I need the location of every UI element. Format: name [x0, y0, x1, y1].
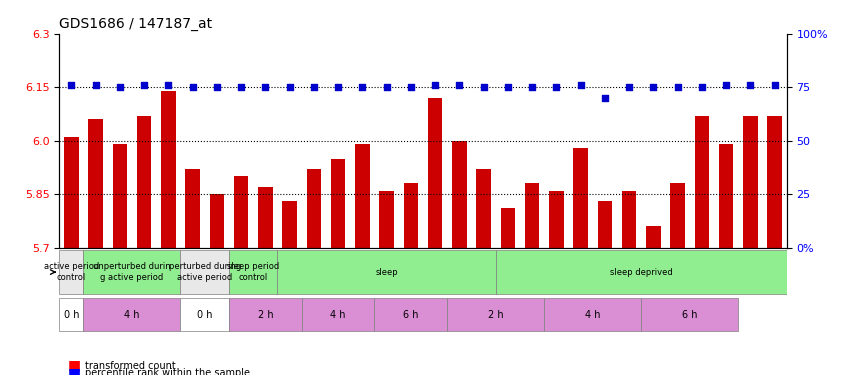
Bar	[597, 201, 613, 248]
Text: 6 h: 6 h	[404, 310, 419, 320]
Bar	[113, 144, 127, 248]
Point	[501, 84, 514, 90]
FancyBboxPatch shape	[229, 250, 277, 294]
Text: GDS1686 / 147187_at: GDS1686 / 147187_at	[59, 17, 212, 32]
Point	[332, 84, 345, 90]
Point	[768, 82, 782, 88]
Bar	[670, 183, 685, 248]
FancyBboxPatch shape	[544, 298, 641, 332]
FancyBboxPatch shape	[302, 298, 375, 332]
Point	[598, 95, 612, 101]
Point	[89, 82, 102, 88]
Point	[186, 84, 200, 90]
Point	[477, 84, 491, 90]
Point	[744, 82, 757, 88]
Point	[525, 84, 539, 90]
Text: ■: ■	[68, 366, 81, 375]
Text: 4 h: 4 h	[124, 310, 140, 320]
Point	[695, 84, 709, 90]
FancyBboxPatch shape	[448, 298, 544, 332]
Bar	[452, 141, 467, 248]
Bar	[719, 144, 733, 248]
Bar	[622, 190, 636, 248]
Point	[210, 84, 223, 90]
Text: 4 h: 4 h	[331, 310, 346, 320]
Bar	[185, 169, 200, 248]
FancyBboxPatch shape	[496, 250, 787, 294]
Bar	[283, 201, 297, 248]
Bar	[331, 159, 345, 248]
Bar	[743, 116, 758, 248]
Bar	[501, 209, 515, 248]
Bar	[258, 187, 272, 248]
FancyBboxPatch shape	[229, 298, 302, 332]
Bar	[161, 91, 176, 248]
Text: percentile rank within the sample: percentile rank within the sample	[85, 368, 250, 375]
Point	[64, 82, 78, 88]
FancyBboxPatch shape	[84, 298, 180, 332]
Text: 6 h: 6 h	[682, 310, 697, 320]
Text: perturbed during
active period: perturbed during active period	[168, 262, 241, 282]
Point	[404, 84, 418, 90]
Bar	[137, 116, 151, 248]
Bar	[64, 137, 79, 248]
Text: ■: ■	[68, 358, 81, 373]
Point	[671, 84, 684, 90]
FancyBboxPatch shape	[375, 298, 448, 332]
Bar	[767, 116, 782, 248]
Point	[428, 82, 442, 88]
Text: sleep period
control: sleep period control	[227, 262, 279, 282]
Bar	[549, 190, 563, 248]
Text: active period
control: active period control	[44, 262, 99, 282]
Text: unperturbed durin
g active period: unperturbed durin g active period	[93, 262, 171, 282]
Text: 0 h: 0 h	[63, 310, 79, 320]
Text: 2 h: 2 h	[257, 310, 273, 320]
Point	[283, 84, 296, 90]
Bar	[476, 169, 491, 248]
Text: sleep deprived: sleep deprived	[610, 268, 673, 277]
Point	[574, 82, 587, 88]
Point	[646, 84, 660, 90]
Text: 2 h: 2 h	[488, 310, 503, 320]
Point	[380, 84, 393, 90]
FancyBboxPatch shape	[180, 298, 229, 332]
Point	[113, 84, 127, 90]
FancyBboxPatch shape	[641, 298, 739, 332]
FancyBboxPatch shape	[84, 250, 180, 294]
Bar	[88, 119, 103, 248]
Bar	[233, 176, 249, 248]
Bar	[574, 148, 588, 248]
FancyBboxPatch shape	[59, 298, 84, 332]
Point	[137, 82, 151, 88]
Bar	[695, 116, 709, 248]
FancyBboxPatch shape	[180, 250, 229, 294]
Bar	[306, 169, 321, 248]
Point	[355, 84, 369, 90]
Point	[307, 84, 321, 90]
Point	[162, 82, 175, 88]
Point	[234, 84, 248, 90]
Text: sleep: sleep	[376, 268, 398, 277]
Bar	[525, 183, 540, 248]
Text: 0 h: 0 h	[197, 310, 212, 320]
Point	[623, 84, 636, 90]
Point	[453, 82, 466, 88]
Bar	[404, 183, 418, 248]
Point	[550, 84, 563, 90]
Bar	[646, 226, 661, 248]
Bar	[428, 98, 442, 248]
FancyBboxPatch shape	[277, 250, 496, 294]
FancyBboxPatch shape	[59, 250, 84, 294]
Point	[259, 84, 272, 90]
Text: 4 h: 4 h	[585, 310, 601, 320]
Bar	[355, 144, 370, 248]
Bar	[379, 190, 394, 248]
Bar	[210, 194, 224, 248]
Point	[719, 82, 733, 88]
Text: transformed count: transformed count	[85, 361, 175, 370]
